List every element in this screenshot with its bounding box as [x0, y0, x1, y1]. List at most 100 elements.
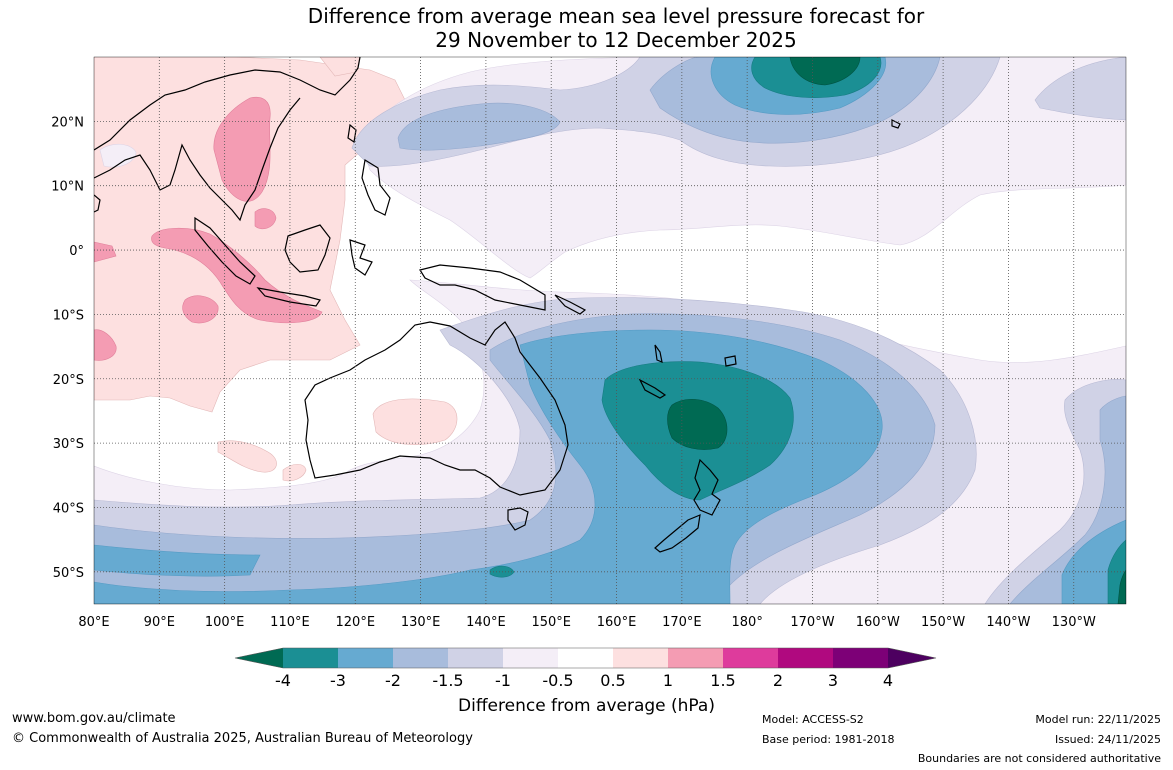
- colorbar-segment: [778, 648, 834, 668]
- new-zealand-north-coastline: [693, 458, 721, 516]
- positive-anomaly-0.5: [282, 464, 307, 482]
- positive-anomaly-0.5: [217, 440, 277, 473]
- map-title-line1: Difference from average mean sea level p…: [307, 4, 925, 28]
- negative-anomaly-0.5: [99, 143, 137, 168]
- latitude-tick-label: 0°: [69, 244, 84, 259]
- new-guinea-coastline: [419, 264, 546, 311]
- latitude-tick-label: 50°S: [53, 566, 84, 581]
- colorbar-segment: [833, 648, 889, 668]
- longitude-tick-label: 140°W: [986, 615, 1030, 630]
- hawaii-coastline: [891, 119, 901, 129]
- longitude-tick-label: 100°E: [205, 615, 245, 630]
- colorbar-tick-label: -3: [330, 671, 346, 690]
- colorbar-segment: [613, 648, 669, 668]
- longitude-tick-label: 160°W: [856, 615, 900, 630]
- longitude-tick-label: 80°E: [78, 615, 109, 630]
- negative-anomaly-1.5: [397, 102, 561, 151]
- website-link[interactable]: www.bom.gov.au/climate: [12, 711, 176, 726]
- negative-anomaly-4: [1117, 569, 1126, 604]
- longitude-tick-label: 160°E: [597, 615, 637, 630]
- colorbar-tick-label: 0.5: [600, 671, 625, 690]
- latitude-tick-label: 10°S: [53, 308, 84, 323]
- australia-coastline: [304, 321, 569, 496]
- colorbar-tick-label: 4: [883, 671, 893, 690]
- latitude-tick-label: 20°S: [53, 373, 84, 388]
- colorbar-tick-label: 3: [828, 671, 838, 690]
- longitude-tick-labels: 80°E 90°E 100°E 110°E 120°E 130°E 140°E 150°E 16…: [78, 615, 1096, 630]
- model-name: Model: ACCESS-S2: [762, 713, 864, 726]
- asia-coastline: [94, 57, 361, 222]
- colorbar-segment: [448, 648, 504, 668]
- longitude-tick-label: 110°E: [270, 615, 310, 630]
- longitude-tick-label: 130°W: [1052, 615, 1096, 630]
- negative-anomaly-4: [789, 57, 861, 86]
- boundaries-disclaimer: Boundaries are not considered authoritat…: [917, 752, 1161, 765]
- vanuatu-coastline: [654, 344, 663, 363]
- colorbar-segment: [393, 648, 449, 668]
- longitude-tick-label: 120°E: [336, 615, 376, 630]
- taiwan-coastline: [347, 123, 357, 144]
- borneo-coastline: [284, 224, 331, 273]
- positive-anomaly-1: [213, 96, 271, 202]
- graticule: [94, 57, 1126, 604]
- map-title: Difference from average mean sea level p…: [0, 4, 1173, 52]
- longitude-tick-label: 180°: [732, 615, 763, 630]
- map-title-line2: 29 November to 12 December 2025: [435, 28, 797, 52]
- colorbar-tick-label: 2: [773, 671, 783, 690]
- longitude-tick-label: 90°E: [144, 615, 175, 630]
- new-caledonia-coastline: [638, 378, 667, 399]
- positive-anomaly-1: [182, 295, 219, 324]
- colorbar-tick-label: -4: [275, 671, 291, 690]
- colorbar-tick-label: -1.5: [432, 671, 463, 690]
- sumatra-coastline: [194, 216, 256, 285]
- colorbar-tick-label: -2: [385, 671, 401, 690]
- negative-anomaly-1: [1034, 57, 1126, 121]
- pressure-anomaly-field: [94, 57, 1126, 604]
- sri-lanka-coastline: [94, 194, 101, 213]
- colorbar-segment: [283, 648, 339, 668]
- latitude-tick-labels: 20°N 10°N 0° 10°S 20°S 30°S 40°S 50°S: [51, 115, 84, 580]
- copyright-text: © Commonwealth of Australia 2025, Austra…: [12, 731, 473, 746]
- colorbar-extend-max: [888, 648, 936, 668]
- colorbar-tick-labels: -4 -3 -2 -1.5 -1 -0.5 0.5 1 1.5 2 3 4: [275, 671, 893, 690]
- latitude-tick-label: 40°S: [53, 501, 84, 516]
- anomaly-map: 80°E 90°E 100°E 110°E 120°E 130°E 140°E 150°E 16…: [51, 56, 1127, 690]
- colorbar-tick-label: -0.5: [542, 671, 573, 690]
- fiji-coastline: [724, 355, 737, 367]
- positive-anomaly-0.5: [372, 398, 458, 445]
- colorbar-segment: [723, 648, 779, 668]
- coastlines: [94, 57, 901, 553]
- longitude-tick-label: 150°E: [531, 615, 571, 630]
- colorbar-tick-label: -1: [495, 671, 511, 690]
- sulawesi-coastline: [349, 239, 373, 276]
- model-run-date: Model run: 22/11/2025: [1035, 713, 1161, 726]
- colorbar: [234, 647, 937, 669]
- longitude-tick-label: 140°E: [466, 615, 506, 630]
- positive-anomaly-1: [254, 208, 277, 230]
- issued-date: Issued: 24/11/2025: [1054, 733, 1161, 746]
- colorbar-segment: [338, 648, 394, 668]
- latitude-tick-label: 20°N: [51, 115, 84, 130]
- positive-anomaly-0.5: [94, 57, 406, 413]
- latitude-tick-label: 10°N: [51, 180, 84, 195]
- colorbar-extend-min: [235, 648, 283, 668]
- colorbar-tick-label: 1.5: [710, 671, 735, 690]
- colorbar-outline: [234, 647, 937, 669]
- longitude-tick-label: 130°E: [401, 615, 441, 630]
- colorbar-segment: [668, 648, 724, 668]
- positive-anomaly-1: [94, 241, 117, 263]
- tasmania-coastline: [507, 507, 529, 531]
- positive-anomaly-1: [94, 329, 117, 361]
- java-coastline: [256, 287, 321, 307]
- longitude-tick-label: 170°E: [662, 615, 702, 630]
- colorbar-tick-label: 1: [663, 671, 673, 690]
- solomon-islands-coastline: [554, 294, 587, 315]
- map-frame: [93, 56, 1127, 605]
- negative-anomaly-4: [667, 399, 728, 450]
- longitude-tick-label: 170°W: [790, 615, 834, 630]
- base-period: Base period: 1981-2018: [762, 733, 895, 746]
- philippines-coastline: [361, 159, 391, 216]
- colorbar-segment: [558, 648, 614, 668]
- latitude-tick-label: 30°S: [53, 437, 84, 452]
- longitude-tick-label: 150°W: [921, 615, 965, 630]
